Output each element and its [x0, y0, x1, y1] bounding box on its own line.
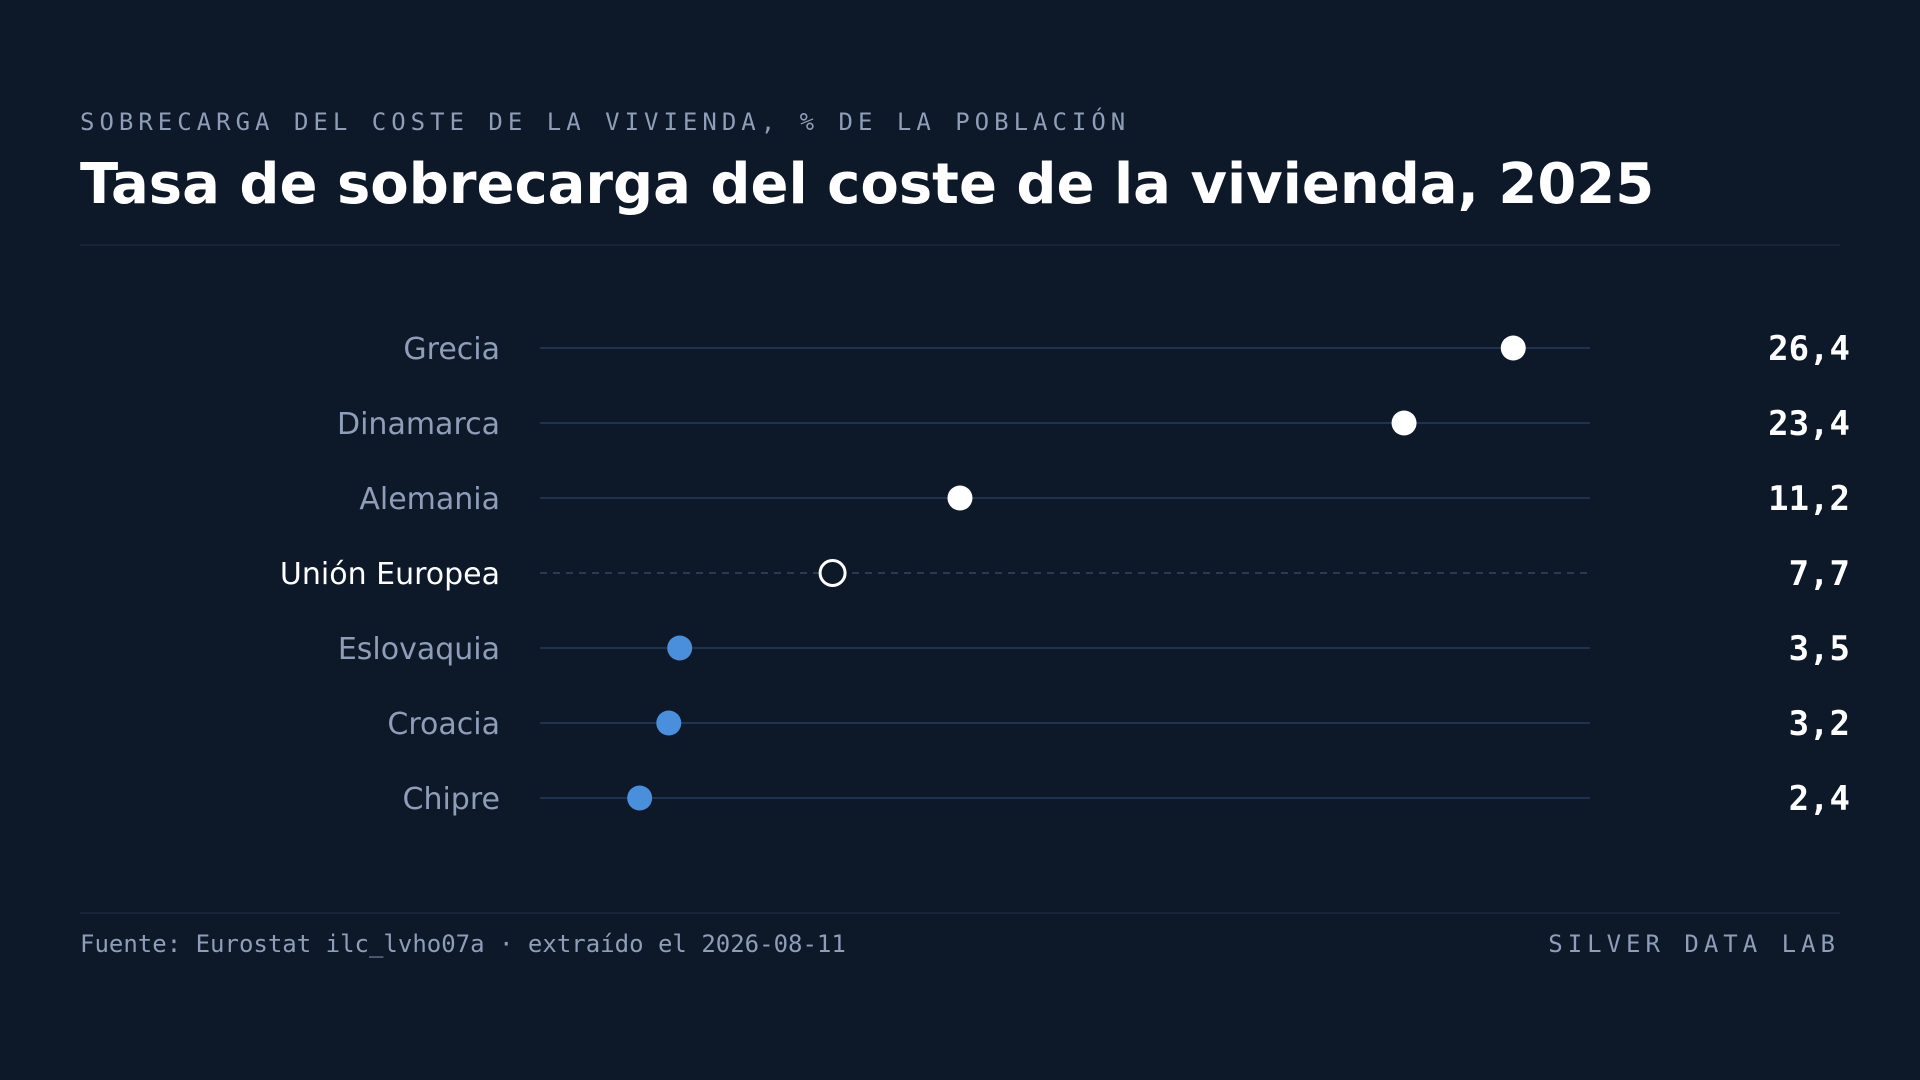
category-label: Dinamarca — [337, 407, 500, 442]
category-label: Eslovaquia — [338, 632, 500, 667]
chart-title: Tasa de sobrecarga del coste de la vivie… — [80, 152, 1655, 217]
value-label: 26,4 — [1768, 329, 1850, 369]
category-label: Croacia — [387, 707, 500, 742]
value-label: 7,7 — [1789, 554, 1850, 594]
data-point — [656, 710, 682, 736]
brand-mark: SILVER DATA LAB — [1548, 930, 1840, 958]
row-grecia: Grecia 26,4 — [403, 329, 1850, 369]
row-chipre: Chipre 2,4 — [403, 779, 1850, 819]
row-eslovaquia: Eslovaquia 3,5 — [338, 629, 1850, 669]
source-note: Fuente: Eurostat ilc_lvho07a · extraído … — [80, 930, 846, 958]
header-divider — [80, 244, 1840, 246]
value-label: 23,4 — [1768, 404, 1850, 444]
row-croacia: Croacia 3,2 — [387, 704, 1850, 744]
data-point — [627, 785, 653, 811]
category-label: Alemania — [359, 482, 500, 517]
category-label: Unión Europea — [280, 557, 500, 592]
value-label: 3,2 — [1789, 704, 1850, 744]
value-label: 2,4 — [1789, 779, 1850, 819]
data-point — [1500, 335, 1526, 361]
data-point — [947, 485, 973, 511]
category-label: Grecia — [403, 332, 500, 367]
dot-plot-rows: Grecia 26,4 Dinamarca 23,4 Alemania 11,2 Unión… — [280, 329, 1850, 819]
chart-eyebrow: SOBRECARGA DEL COSTE DE LA VIVIENDA, % D… — [80, 108, 1131, 136]
value-label: 11,2 — [1768, 479, 1850, 519]
row-union-europea: Unión Europea 7,7 — [280, 554, 1850, 594]
row-alemania: Alemania 11,2 — [359, 479, 1850, 519]
footer-divider — [80, 912, 1840, 914]
data-point — [667, 635, 693, 661]
category-label: Chipre — [403, 782, 500, 817]
data-point — [1391, 410, 1417, 436]
value-label: 3,5 — [1789, 629, 1850, 669]
data-point — [818, 559, 847, 587]
row-dinamarca: Dinamarca 23,4 — [337, 404, 1850, 444]
